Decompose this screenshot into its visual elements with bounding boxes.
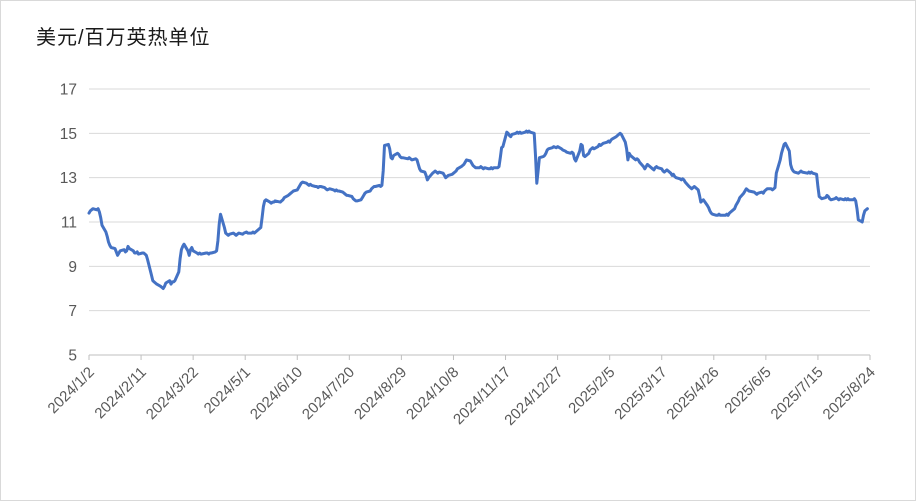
x-tick-label: 2025/2/5	[565, 364, 618, 417]
gridlines	[89, 88, 870, 312]
x-tick-label: 2024/2/11	[91, 364, 149, 422]
y-tick-label: 9	[68, 259, 77, 276]
y-tick-label: 5	[68, 348, 77, 365]
x-tick-label: 2025/3/17	[611, 364, 670, 423]
x-tick-label: 2025/8/24	[820, 364, 879, 423]
y-tick-label: 13	[60, 170, 77, 187]
x-tick-label: 2024/1/2	[45, 364, 98, 417]
x-tick-label: 2025/6/5	[721, 364, 774, 417]
chart-title: 美元/百万英热单位	[36, 27, 211, 49]
x-axis	[88, 354, 871, 360]
x-tick-label: 2024/5/1	[201, 364, 254, 417]
x-tick-label: 2024/7/20	[299, 364, 358, 423]
x-tick-label: 2025/7/15	[768, 364, 827, 423]
y-tick-label: 7	[68, 303, 77, 320]
x-axis-labels: 2024/1/22024/2/112024/3/222024/5/12024/6…	[45, 364, 879, 429]
y-axis-labels: 17 15 13 11 9 7 5	[60, 82, 77, 365]
y-tick-label: 11	[61, 215, 77, 232]
x-tick-label: 2024/6/10	[247, 364, 306, 423]
price-line	[87, 129, 869, 290]
x-tick-label: 2024/3/22	[143, 364, 202, 423]
y-tick-label: 15	[60, 126, 77, 143]
x-tick-label: 2025/4/26	[663, 364, 722, 423]
x-tick-label: 2024/8/29	[351, 364, 410, 423]
y-tick-label: 17	[60, 82, 77, 99]
